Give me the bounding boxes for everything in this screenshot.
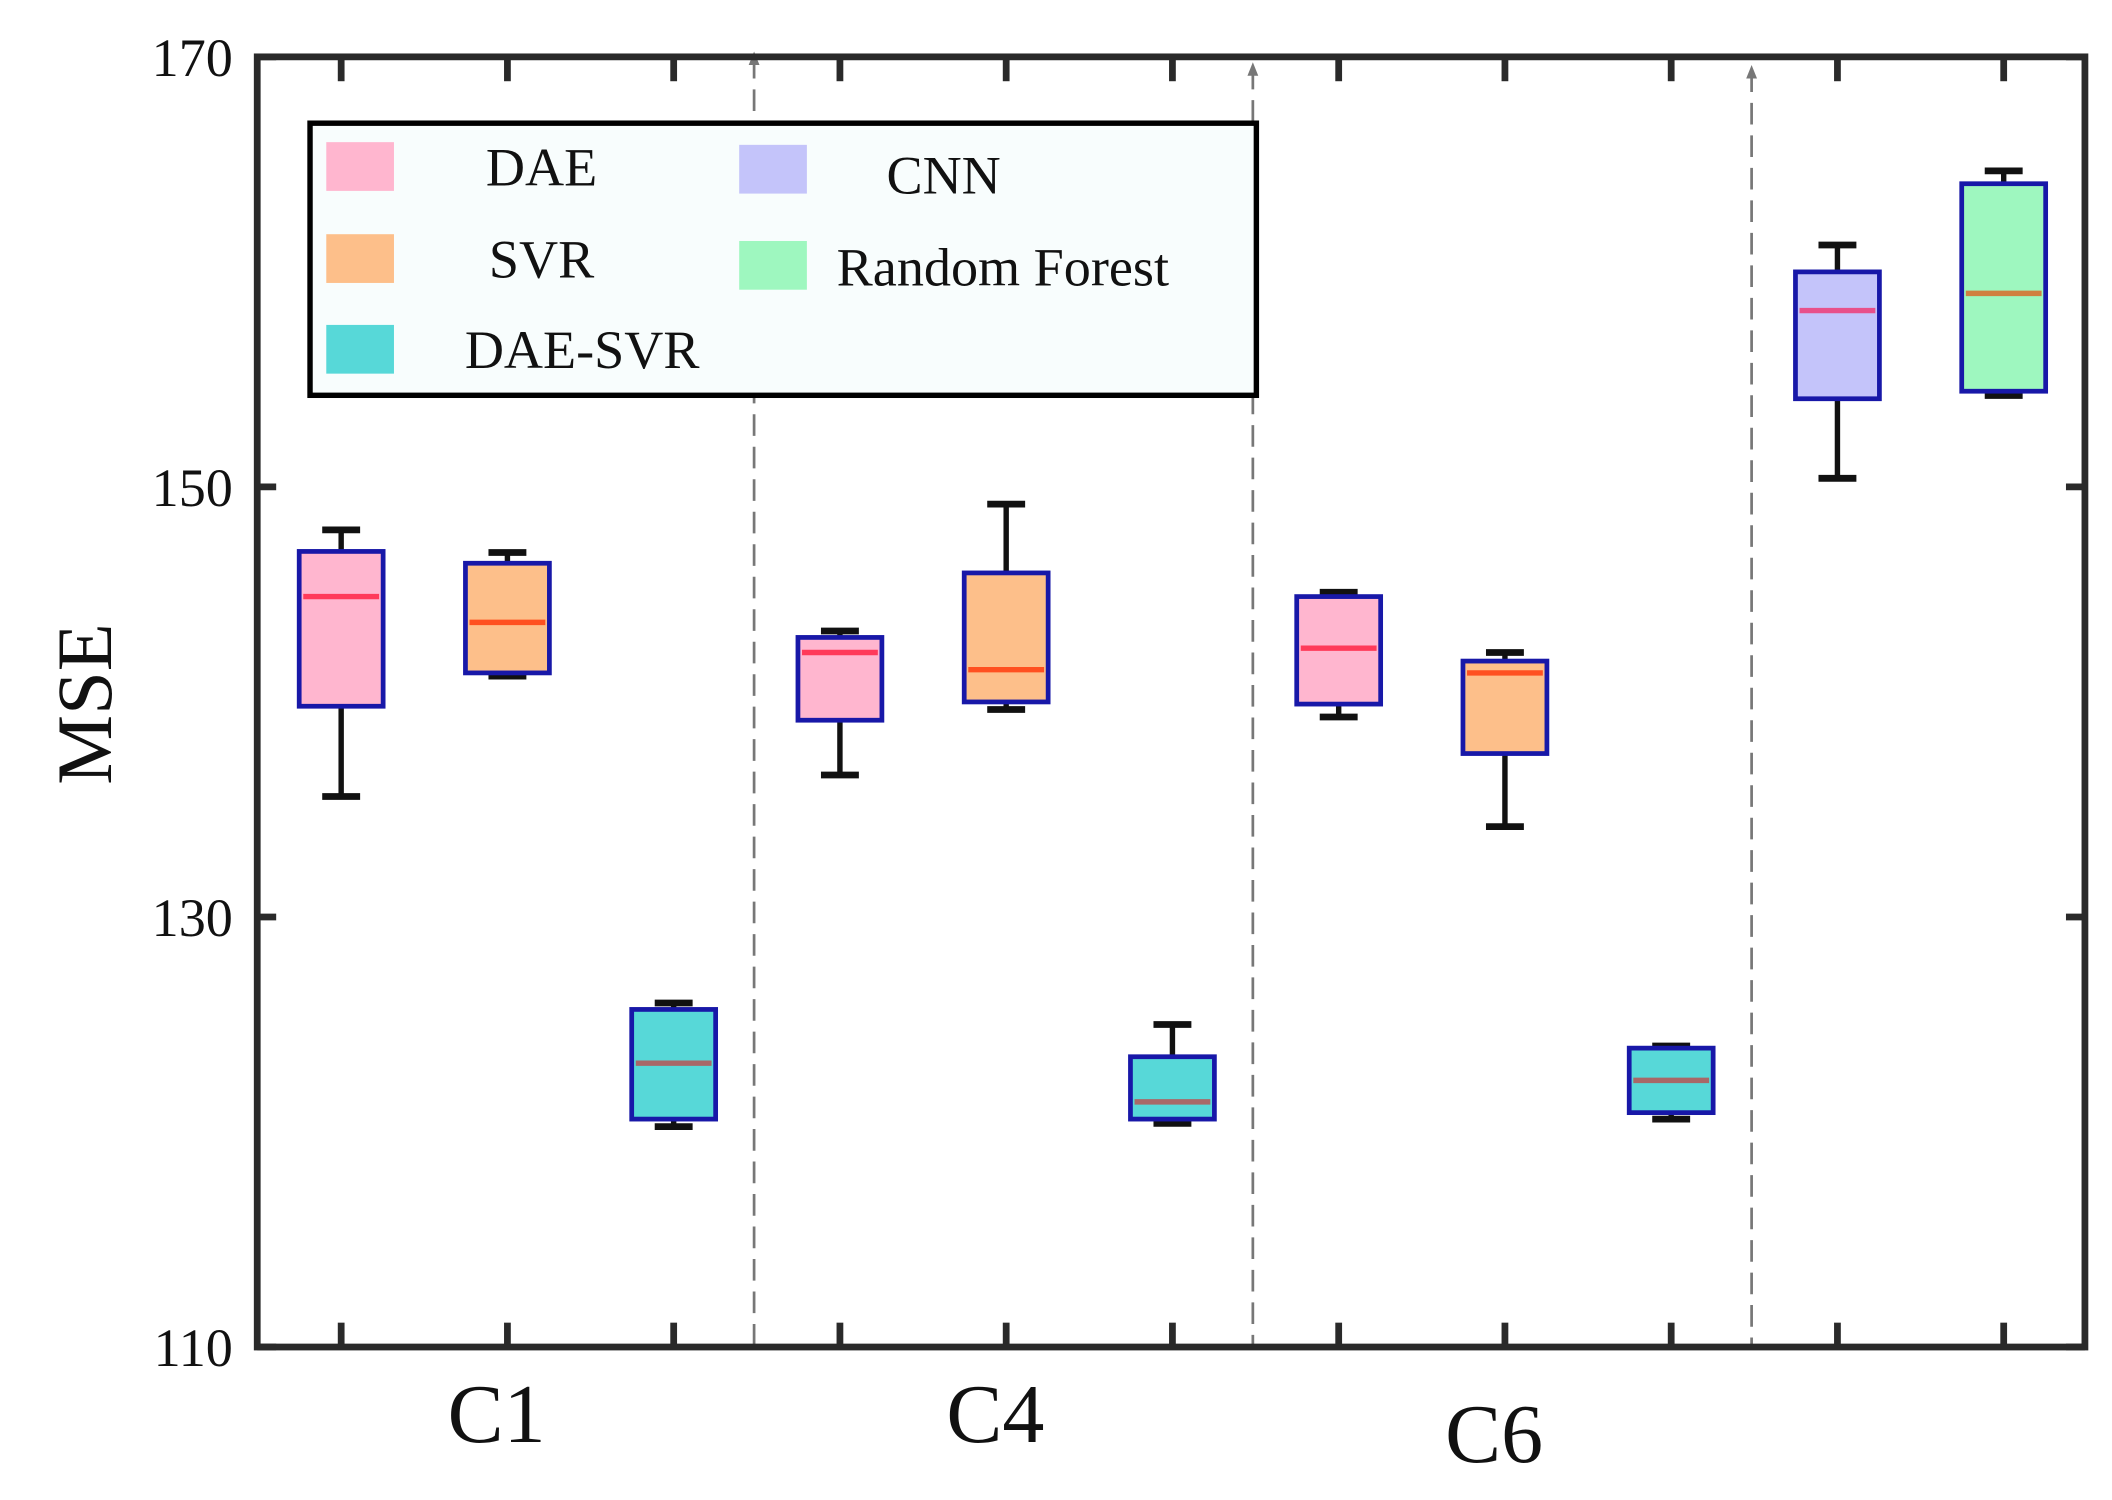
box-C4-dae <box>795 627 885 779</box>
box-body <box>961 570 1051 705</box>
legend-swatch-svr <box>326 234 394 283</box>
y-tick-label: 170 <box>152 28 233 88</box>
y-axis-label: MSE <box>41 623 128 784</box>
box-extra-random-forest <box>1959 167 2049 399</box>
divider-arrow <box>1746 64 1758 79</box>
box-C6-dae-svr <box>1626 1042 1716 1123</box>
legend-swatch-dae <box>326 142 394 191</box>
legend: DAE SVR DAE-SVR CNN Random Forest <box>307 120 1260 399</box>
box-body <box>1959 181 2049 394</box>
legend-label-svr: SVR <box>489 230 595 290</box>
box-body <box>1793 269 1882 402</box>
y-tick-label: 150 <box>152 458 233 518</box>
box-C4-svr <box>961 500 1051 713</box>
y-tick-label: 130 <box>152 888 233 948</box>
legend-swatch-cnn <box>739 144 807 194</box>
box-C6-svr <box>1460 649 1550 831</box>
legend-label-dae-svr: DAE-SVR <box>465 320 701 380</box>
box-extra-cnn <box>1793 241 1882 482</box>
box-C1-dae-svr <box>629 999 719 1131</box>
group-label-C6: C6 <box>1445 1388 1543 1481</box>
legend-swatch-dae-svr <box>326 324 394 374</box>
box-C1-svr <box>463 549 552 680</box>
group-label-C4: C4 <box>946 1368 1044 1461</box>
box-C1-dae <box>296 526 386 800</box>
box-body <box>1460 658 1550 756</box>
box-body <box>296 549 386 709</box>
box-body <box>463 560 552 676</box>
legend-swatch-random-forest <box>739 240 807 290</box>
box-C4-dae-svr <box>1128 1021 1217 1127</box>
legend-label-dae: DAE <box>486 137 597 197</box>
box-body <box>1128 1054 1217 1122</box>
group-label-C1: C1 <box>448 1368 546 1461</box>
legend-label-cnn: CNN <box>886 146 1000 206</box>
y-tick-label: 110 <box>154 1318 233 1378</box>
divider-arrow <box>1247 62 1259 76</box>
box-C6-dae <box>1294 588 1384 721</box>
legend-label-random-forest: Random Forest <box>837 238 1169 298</box>
